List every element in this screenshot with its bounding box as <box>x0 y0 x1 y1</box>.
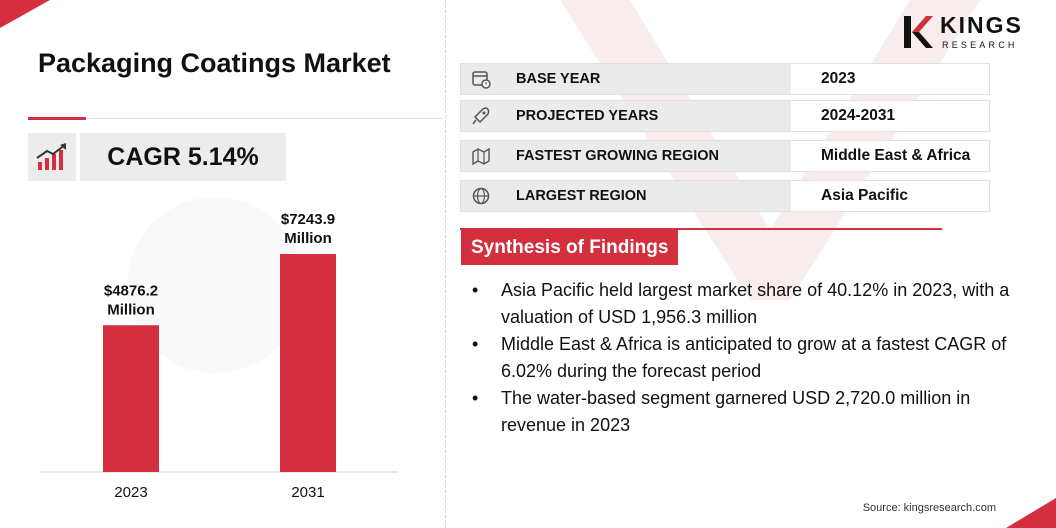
info-label: BASE YEAR <box>501 64 791 94</box>
rocket-icon <box>461 101 501 131</box>
x-tick-label: 2031 <box>291 484 324 501</box>
title-underline <box>28 118 442 119</box>
bar-data-label: $7243.9 Million <box>281 211 335 247</box>
kings-research-logo: KINGS RESEARCH <box>902 12 1034 54</box>
page-title: Packaging Coatings Market <box>38 48 391 78</box>
growth-chart-icon <box>28 133 76 181</box>
cagr-value: CAGR 5.14% <box>80 133 286 181</box>
corner-accent-top-left <box>0 0 50 28</box>
synthesis-title: Synthesis of Findings <box>461 230 679 265</box>
info-value: Asia Pacific <box>791 181 989 211</box>
info-row: PROJECTED YEARS 2024-2031 <box>460 100 990 132</box>
globe-icon <box>461 181 501 211</box>
x-tick-label: 2023 <box>114 484 147 501</box>
corner-accent-bottom-right <box>1006 498 1056 528</box>
info-label: PROJECTED YEARS <box>501 101 791 131</box>
finding-item: Asia Pacific held largest market share o… <box>470 277 1040 331</box>
brand-subtitle: RESEARCH <box>942 40 1018 50</box>
market-size-bar-chart: $4876.2 Million $7243.9 Million 2023 2031 <box>40 197 398 501</box>
finding-item: Middle East & Africa is anticipated to g… <box>470 331 1040 385</box>
info-value: 2024-2031 <box>791 101 989 131</box>
brand-name: KINGS <box>940 12 1023 38</box>
vertical-divider <box>445 0 446 528</box>
info-value: Middle East & Africa <box>791 141 989 171</box>
bar-data-label: $4876.2 Million <box>104 282 158 318</box>
source-note: Source: kingsresearch.com <box>862 502 996 514</box>
info-value: 2023 <box>791 64 989 94</box>
title-underline-accent <box>28 117 86 120</box>
region-map-icon <box>461 141 501 171</box>
info-row: LARGEST REGION Asia Pacific <box>460 180 990 212</box>
calendar-icon <box>461 64 501 94</box>
info-row: FASTEST GROWING REGION Middle East & Afri… <box>460 140 990 172</box>
findings-list: Asia Pacific held largest market share o… <box>470 277 1040 439</box>
info-label: LARGEST REGION <box>501 181 791 211</box>
info-label: FASTEST GROWING REGION <box>501 141 791 171</box>
kings-logo-mark <box>904 16 933 48</box>
bar-2023 <box>103 325 159 472</box>
bar-2031 <box>280 254 336 472</box>
finding-item: The water-based segment garnered USD 2,7… <box>470 385 1040 439</box>
info-row: BASE YEAR 2023 <box>460 63 990 95</box>
world-map-watermark <box>127 197 303 373</box>
synthesis-rule <box>460 228 942 230</box>
